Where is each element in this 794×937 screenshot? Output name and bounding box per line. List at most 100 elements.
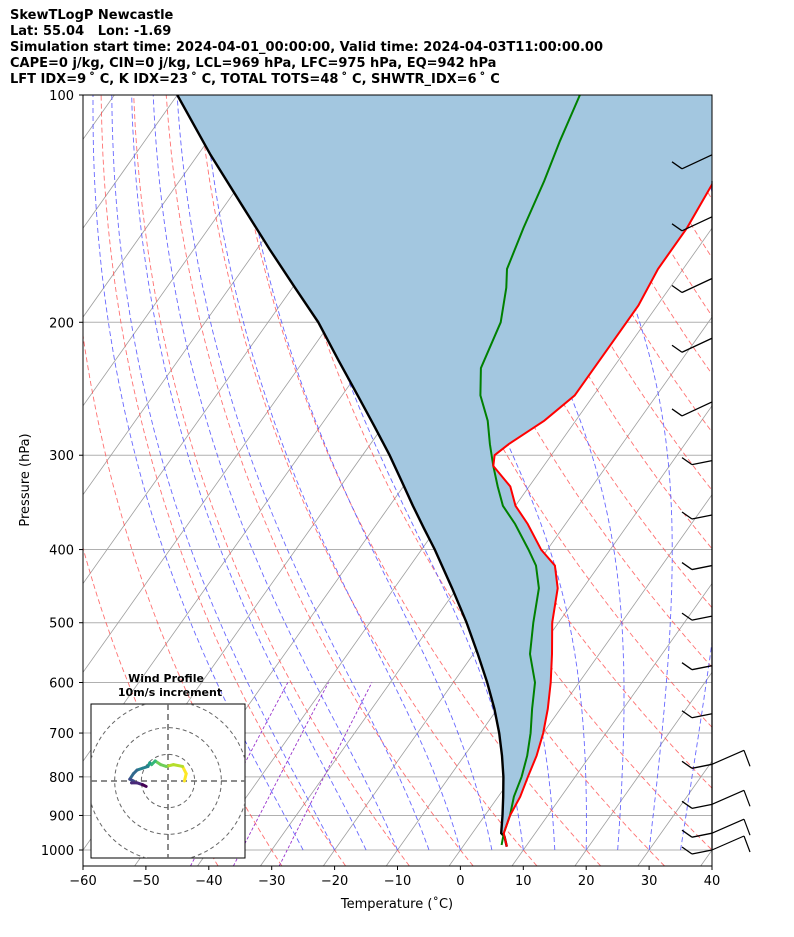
y-tick-label: 1000 xyxy=(41,844,74,859)
wind-barb-flag xyxy=(681,846,693,855)
x-tick-label: −30 xyxy=(258,874,285,889)
isotherm-line xyxy=(764,95,794,866)
wind-barb xyxy=(691,460,713,466)
moist-adiabat xyxy=(176,95,430,851)
wind-barb-flag xyxy=(671,161,683,170)
y-tick-label: 800 xyxy=(49,771,74,786)
isotherm-line xyxy=(322,316,712,866)
isotherm-line xyxy=(511,582,712,866)
wind-barb-flag xyxy=(681,710,693,719)
title-block: SkewTLogP Newcastle Lat: 55.04 Lon: -1.6… xyxy=(10,8,603,88)
moist-adiabat xyxy=(111,95,336,851)
wind-barb-flag xyxy=(681,457,693,466)
y-tick-label: 900 xyxy=(49,809,74,824)
y-axis: 100 200 300 400 500 600 700 800 900 1000 xyxy=(41,89,83,859)
wind-barb xyxy=(691,803,713,809)
wind-barb-flag xyxy=(671,284,683,294)
moist-adiabat xyxy=(376,95,587,850)
x-tick-label: −50 xyxy=(132,874,159,889)
dry-adiabat xyxy=(198,95,538,866)
isotherm-line xyxy=(260,227,712,866)
wind-barb-flag xyxy=(671,344,683,353)
wind-barb-flag xyxy=(743,790,751,807)
x-axis-label: Temperature (˚C) xyxy=(340,896,453,912)
x-tick-label: 0 xyxy=(456,874,464,889)
wind-barb xyxy=(681,401,713,417)
wind-barb xyxy=(711,835,745,851)
isotherm-line xyxy=(83,95,178,229)
dry-adiabat xyxy=(785,95,794,866)
dry-adiabat xyxy=(230,95,602,866)
dry-adiabat xyxy=(720,95,794,866)
y-tick-label: 700 xyxy=(49,727,74,742)
profile-lines xyxy=(176,95,712,847)
wind-barb xyxy=(691,763,713,769)
y-tick-label: 400 xyxy=(49,544,74,559)
chart-title: SkewTLogP Newcastle xyxy=(10,8,174,23)
cape-line: CAPE=0 j/kg, CIN=0 j/kg, LCL=969 hPa, LF… xyxy=(10,56,497,71)
inset-title: Wind Profile xyxy=(128,672,204,685)
y-tick-label: 100 xyxy=(49,89,74,104)
dewpoint-line xyxy=(479,95,581,846)
hodograph-segment xyxy=(141,783,148,788)
wind-barb xyxy=(681,277,713,294)
y-tick-label: 500 xyxy=(49,617,74,632)
parcel-line xyxy=(176,95,508,847)
wind-barb-flag xyxy=(681,612,693,621)
wind-barb-flag xyxy=(743,835,751,853)
wind-barb xyxy=(691,514,713,520)
isotherm-line xyxy=(83,95,241,318)
wind-barb-flag xyxy=(681,760,693,769)
y-tick-label: 300 xyxy=(49,449,74,464)
wind-barb xyxy=(691,665,713,671)
wind-barb xyxy=(711,818,745,834)
wind-barbs xyxy=(671,154,751,855)
wind-profile-inset: Wind Profile 10m/s increment xyxy=(90,672,246,859)
wind-barb xyxy=(711,749,745,765)
y-axis-label: Pressure (hPa) xyxy=(18,433,33,526)
wind-barb-flag xyxy=(681,511,693,520)
isotherm-line xyxy=(574,671,712,866)
wind-barb-flag xyxy=(681,562,693,571)
time-line: Simulation start time: 2024-04-01_00:00:… xyxy=(10,40,603,55)
wind-barb xyxy=(691,615,713,621)
wind-barb-flag xyxy=(743,818,751,836)
inset-subtitle: 10m/s increment xyxy=(118,686,222,699)
wind-barb-flag xyxy=(743,750,751,767)
cape-area xyxy=(177,95,712,847)
x-tick-label: −40 xyxy=(195,874,222,889)
index-line: LFT IDX=9 ˚ C, K IDX=23 ˚ C, TOTAL TOTS=… xyxy=(10,72,500,87)
moist-adiabat xyxy=(272,95,524,851)
dry-adiabat xyxy=(83,332,283,866)
x-tick-label: 30 xyxy=(641,874,658,889)
moist-adiabat xyxy=(203,95,461,851)
cape-fill xyxy=(177,95,712,847)
dry-adiabat xyxy=(426,95,712,609)
moist-adiabat xyxy=(549,95,673,851)
hodograph-segment xyxy=(171,763,185,768)
x-tick-label: −10 xyxy=(384,874,411,889)
wind-barb xyxy=(681,216,713,232)
y-tick-label: 200 xyxy=(49,316,74,331)
wind-barb-flag xyxy=(671,223,683,232)
x-tick-label: 40 xyxy=(704,874,721,889)
x-tick-label: 10 xyxy=(515,874,532,889)
temperature-line xyxy=(492,182,712,847)
mixing-ratio-line xyxy=(233,682,329,866)
isotherm-line xyxy=(83,95,304,407)
dry-adiabat xyxy=(686,95,712,142)
moist-adiabat xyxy=(450,95,625,851)
moist-adiabat xyxy=(92,95,304,851)
moist-adiabat xyxy=(152,95,398,851)
dry-adiabat xyxy=(752,95,794,866)
isotherm-line xyxy=(700,849,712,866)
location-line: Lat: 55.04 Lon: -1.69 xyxy=(10,24,172,39)
x-axis: −60 −50 −40 −30 −20 −10 0 10 20 30 40 xyxy=(69,866,720,889)
x-tick-label: −20 xyxy=(321,874,348,889)
wind-barb xyxy=(681,337,713,353)
y-tick-label: 600 xyxy=(49,677,74,692)
x-tick-label: 20 xyxy=(578,874,595,889)
wind-barb-flag xyxy=(671,408,683,417)
wind-barb xyxy=(691,832,713,838)
